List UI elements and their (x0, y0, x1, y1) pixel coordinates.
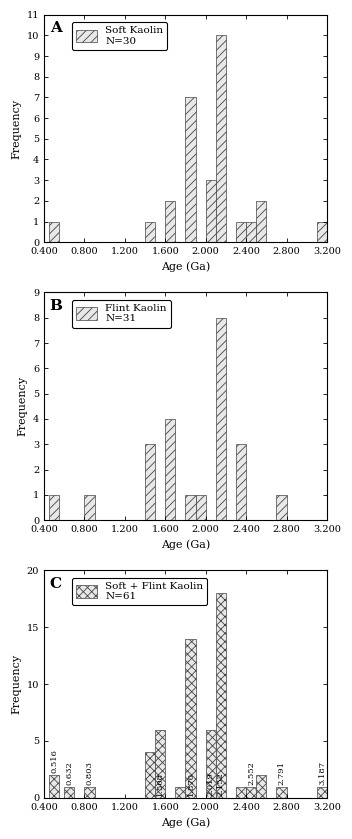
Bar (276, 786, 287, 798)
Bar (64, 786, 74, 798)
Text: 2.019: 2.019 (207, 772, 215, 795)
Bar (145, 753, 155, 798)
Bar (49, 495, 59, 520)
Bar (236, 221, 246, 242)
X-axis label: Age (Ga): Age (Ga) (161, 817, 210, 828)
Bar (236, 786, 246, 798)
Text: B: B (50, 300, 63, 313)
Text: 2.791: 2.791 (277, 761, 285, 784)
Bar (256, 775, 266, 798)
Bar (216, 318, 226, 520)
Bar (84, 495, 95, 520)
Y-axis label: Frequency: Frequency (11, 98, 21, 159)
Y-axis label: Frequency: Frequency (11, 654, 21, 714)
Bar (236, 444, 246, 520)
Legend: Flint Kaolin
N=31: Flint Kaolin N=31 (72, 300, 171, 328)
Legend: Soft + Flint Kaolin
N=61: Soft + Flint Kaolin N=61 (72, 578, 207, 606)
Text: 3.187: 3.187 (318, 761, 326, 784)
Legend: Soft Kaolin
N=30: Soft Kaolin N=30 (72, 22, 168, 50)
Bar (49, 775, 59, 798)
Bar (145, 444, 155, 520)
Bar (317, 786, 327, 798)
X-axis label: Age (Ga): Age (Ga) (161, 539, 210, 550)
Bar (206, 180, 216, 242)
Bar (165, 201, 175, 242)
Bar (246, 221, 256, 242)
Bar (186, 495, 196, 520)
Text: 0.803: 0.803 (86, 761, 94, 784)
Text: 2.152: 2.152 (217, 772, 225, 795)
Bar (175, 786, 186, 798)
Bar (276, 495, 287, 520)
Bar (145, 221, 155, 242)
Bar (155, 730, 165, 798)
Text: 1.870: 1.870 (187, 772, 195, 795)
Text: 1.508: 1.508 (156, 772, 164, 795)
X-axis label: Age (Ga): Age (Ga) (161, 262, 210, 273)
Text: C: C (50, 577, 62, 591)
Bar (84, 786, 95, 798)
Bar (216, 35, 226, 242)
Bar (49, 221, 59, 242)
Bar (196, 495, 206, 520)
Bar (206, 730, 216, 798)
Bar (165, 419, 175, 520)
Bar (186, 97, 196, 242)
Bar (256, 201, 266, 242)
Y-axis label: Frequency: Frequency (17, 376, 27, 436)
Bar (186, 638, 196, 798)
Text: 2.552: 2.552 (247, 761, 255, 784)
Text: A: A (50, 22, 62, 35)
Text: 0.516: 0.516 (50, 749, 58, 774)
Bar (216, 593, 226, 798)
Bar (317, 221, 327, 242)
Text: 0.632: 0.632 (65, 761, 73, 784)
Bar (246, 786, 256, 798)
